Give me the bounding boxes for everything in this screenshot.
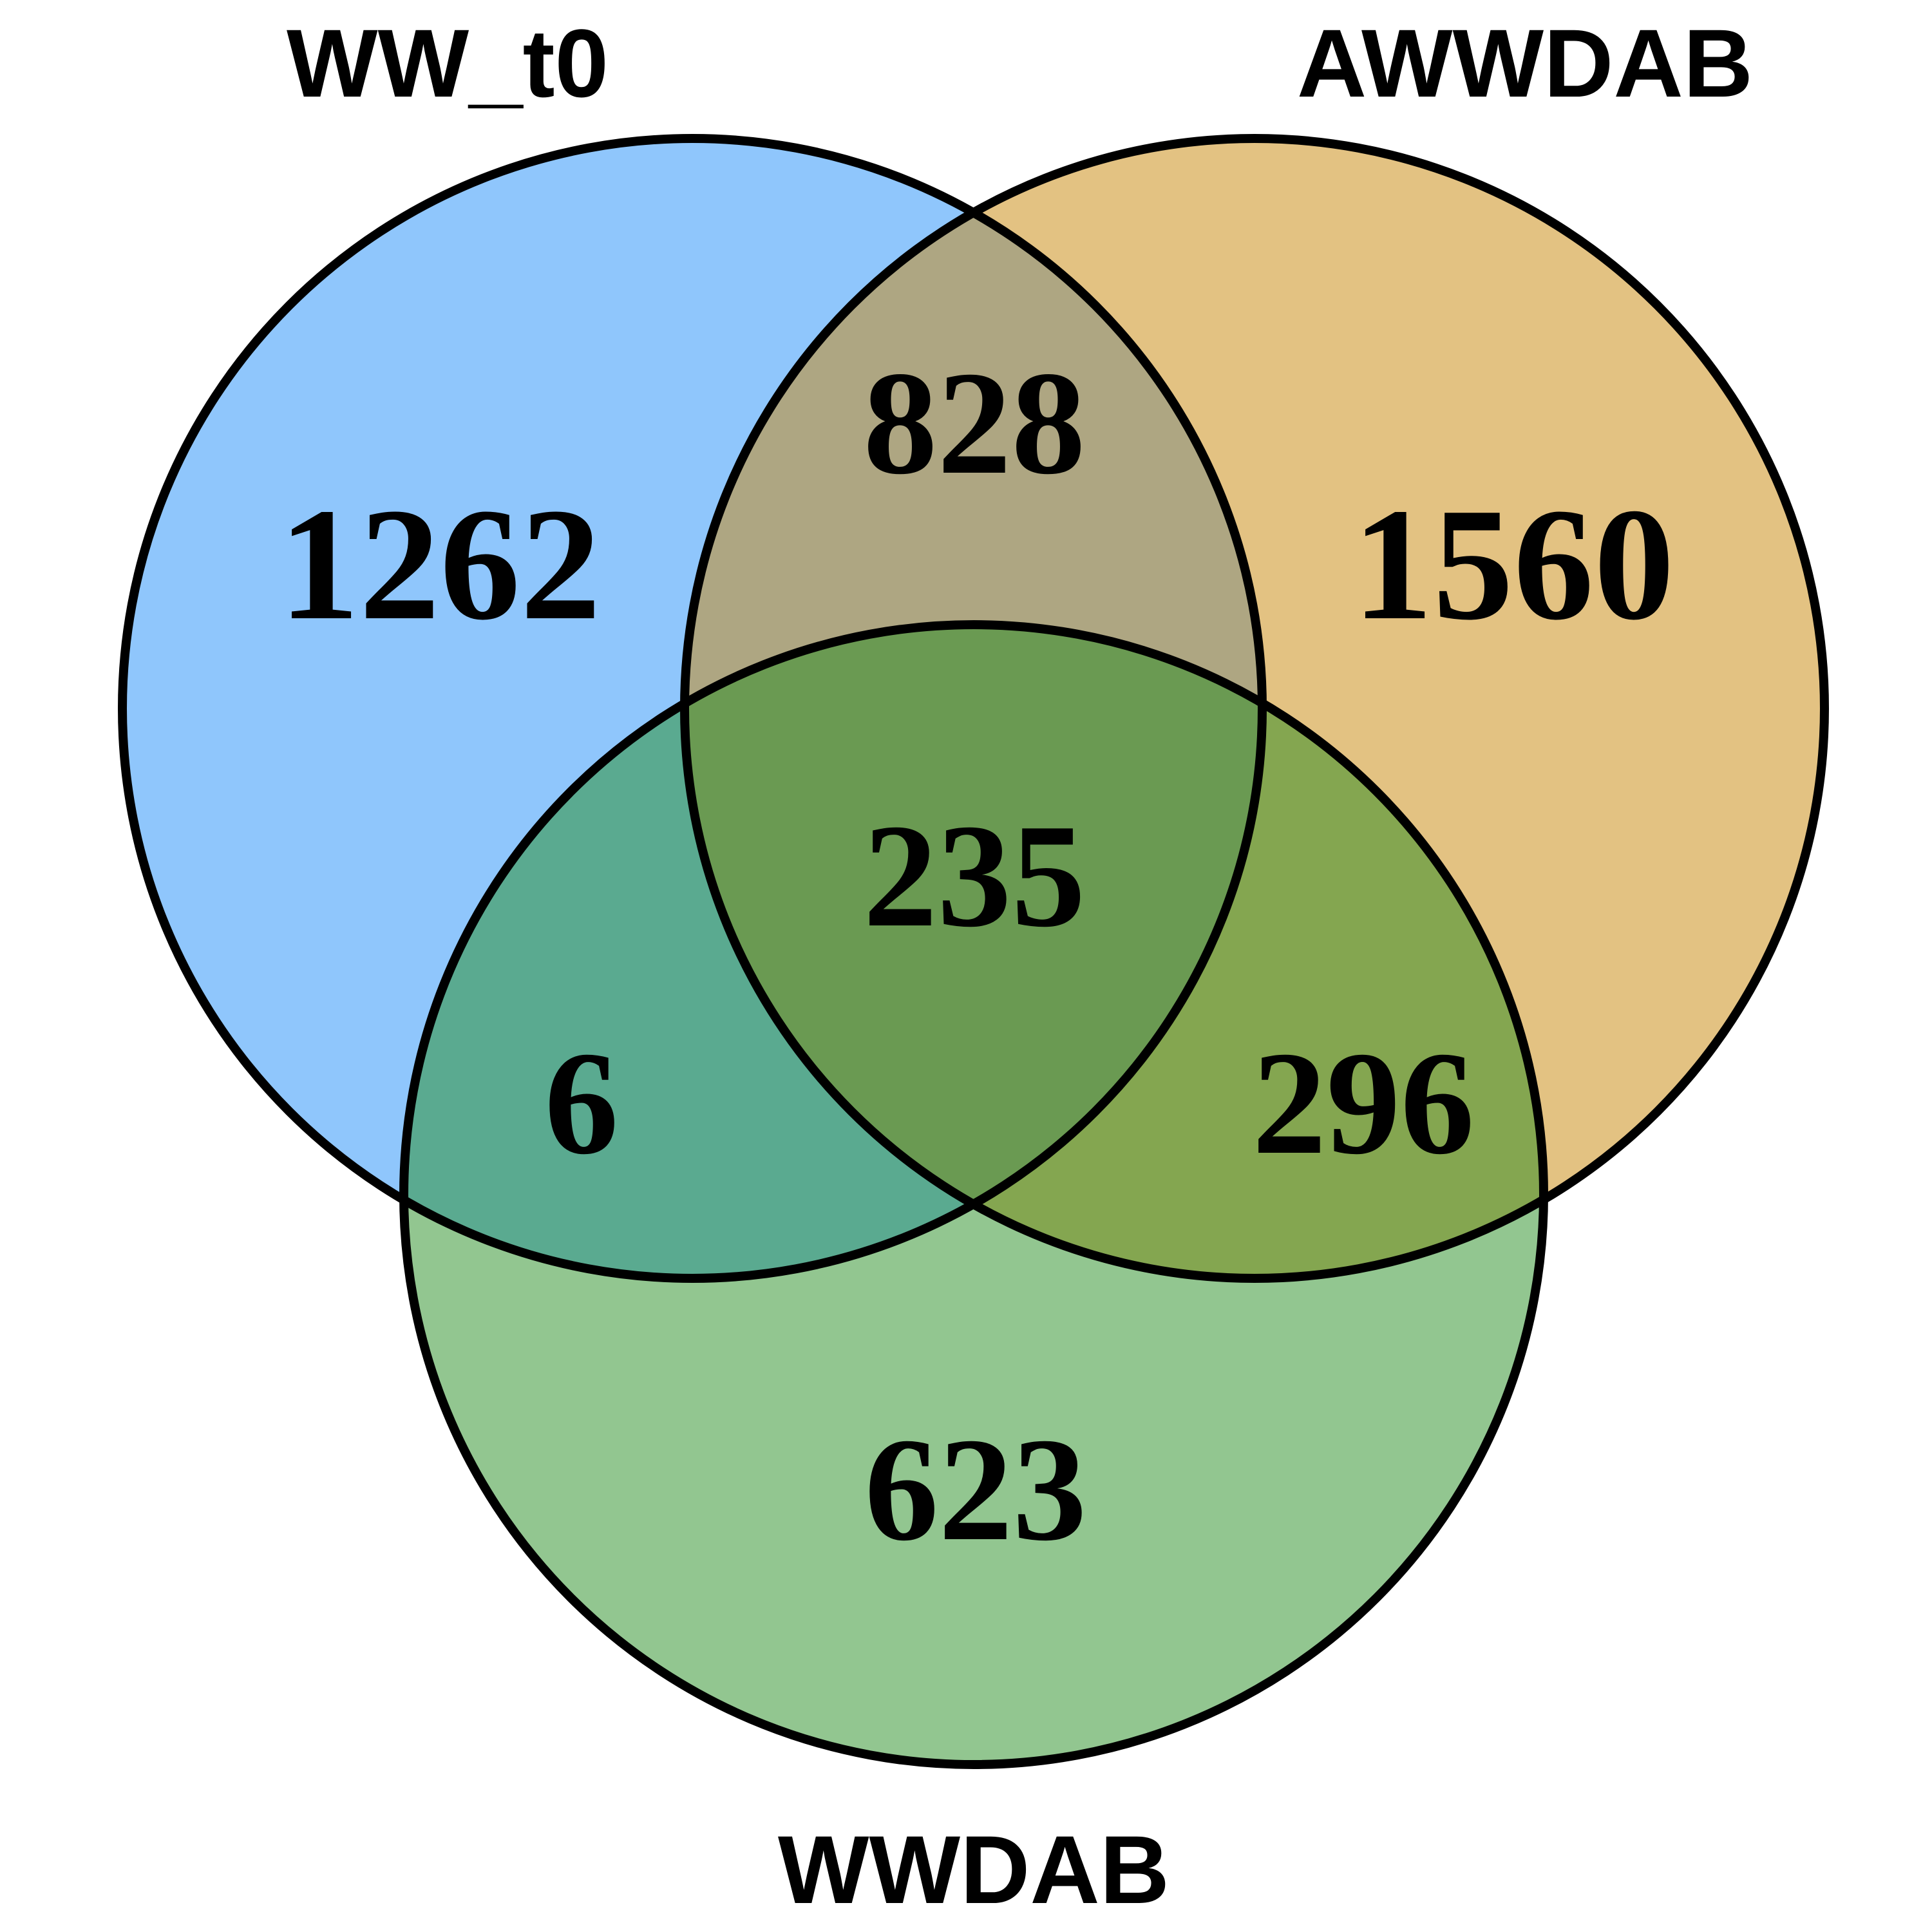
count-bc: 296 (1253, 1021, 1475, 1185)
count-a-only: 1262 (279, 475, 601, 654)
count-abc: 235 (864, 793, 1086, 958)
set-c-label: WWDAB (778, 1815, 1170, 1924)
set-a-label: WW_t0 (287, 9, 609, 117)
count-c-only: 623 (865, 1407, 1087, 1571)
count-ab: 828 (864, 341, 1086, 505)
set-b-label: AWWDAB (1297, 9, 1753, 117)
set-c-circle-outline (399, 620, 1548, 1769)
count-b-only: 1560 (1352, 475, 1674, 654)
count-ac: 6 (545, 1021, 619, 1185)
set-a-circle-outline (118, 134, 1267, 1283)
